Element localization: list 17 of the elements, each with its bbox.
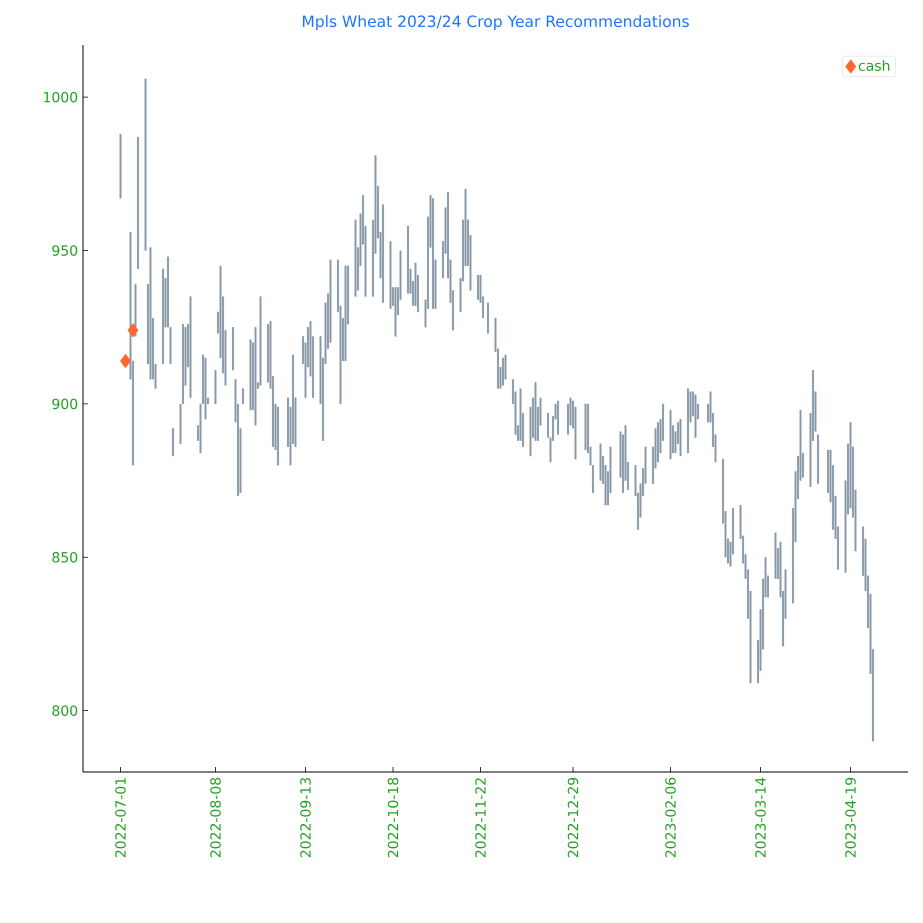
x-tick-label: 2022-10-18 — [388, 778, 398, 858]
x-tick-label: 2023-04-19 — [845, 778, 856, 858]
y-tick-label: 1000 — [44, 92, 78, 102]
x-tick-label: 2022-09-13 — [300, 778, 311, 858]
x-tick-label: 2022-08-08 — [210, 778, 221, 858]
y-tick-label: 950 — [52, 245, 78, 256]
candlestick — [242, 388, 244, 404]
legend-label: cash — [858, 60, 890, 71]
x-tick-label: 2023-02-06 — [665, 778, 676, 858]
y-tick-label: 850 — [52, 552, 78, 563]
x-tick-label: 2022-11-22 — [475, 778, 486, 858]
y-tick-label: 900 — [52, 398, 78, 410]
x-tick-label: 2022-12-29 — [568, 778, 578, 858]
chart-title: Mpls Wheat 2023/24 Crop Year Recommendations — [302, 15, 689, 30]
y-tick-label: 800 — [52, 705, 78, 716]
x-tick-label: 2023-03-14 — [755, 778, 766, 858]
x-tick-label: 2022-07-01 — [115, 778, 126, 858]
